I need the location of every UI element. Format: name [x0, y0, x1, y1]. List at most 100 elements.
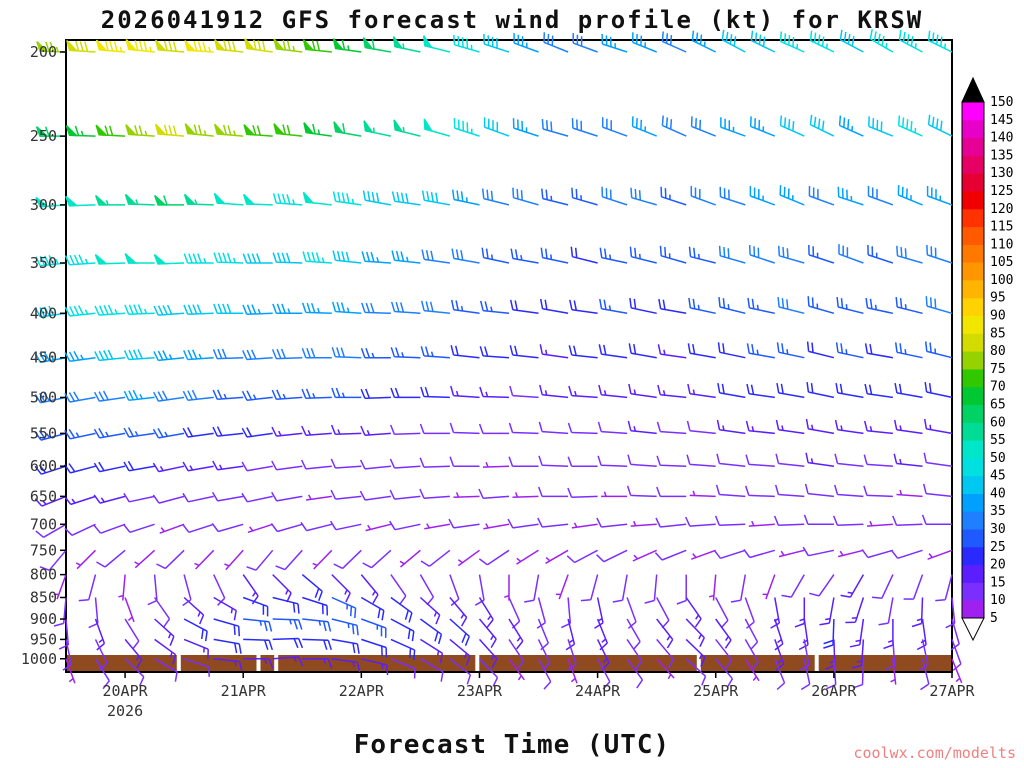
- barb-staff: [159, 523, 185, 534]
- wind-barb: [863, 420, 893, 435]
- wind-barb: [124, 193, 155, 206]
- wind-barb: [478, 618, 497, 648]
- barb-pennant: [66, 40, 79, 52]
- barb-staff: [241, 427, 273, 438]
- barb-staff: [598, 344, 628, 359]
- barb-staff: [568, 385, 598, 399]
- barb-staff: [777, 245, 805, 264]
- barb-staff: [911, 597, 924, 628]
- barb-staff: [691, 30, 717, 53]
- y-tick-label: 400: [30, 304, 57, 322]
- barb-staff: [390, 387, 421, 399]
- barb-staff: [524, 574, 540, 603]
- barb-staff: [878, 597, 894, 626]
- wind-barb: [75, 549, 97, 570]
- barb-staff: [448, 518, 480, 529]
- barb-staff: [449, 574, 460, 607]
- wind-barb: [919, 639, 929, 671]
- wind-barb: [213, 252, 244, 264]
- wind-barb: [924, 341, 953, 359]
- barb-staff: [99, 125, 126, 137]
- colorbar-tick-label: 20: [990, 558, 1006, 573]
- colorbar-tick-label: 90: [990, 309, 1006, 324]
- wind-barb: [482, 462, 510, 468]
- barb-staff: [834, 453, 864, 467]
- barb-staff: [360, 574, 379, 604]
- barb-staff: [390, 596, 413, 623]
- wind-barb: [183, 193, 214, 206]
- wind-barb: [95, 124, 126, 137]
- barb-staff: [893, 453, 923, 467]
- wind-barb: [273, 123, 303, 137]
- barb-staff: [53, 574, 67, 600]
- barb-staff: [153, 304, 185, 316]
- wind-barb: [685, 638, 706, 667]
- wind-barb: [626, 597, 637, 629]
- wind-barb: [537, 658, 552, 690]
- wind-barb: [64, 305, 96, 317]
- barb-staff: [395, 126, 421, 137]
- barb-staff: [686, 420, 716, 435]
- barb-staff: [566, 549, 598, 564]
- wind-barb: [242, 193, 273, 206]
- barb-staff: [365, 523, 392, 532]
- barb-staff: [213, 618, 241, 637]
- barb-staff: [69, 125, 96, 137]
- wind-barb: [894, 342, 923, 359]
- colorbar-cell: [962, 119, 984, 139]
- barb-staff: [128, 125, 155, 137]
- wind-barb: [658, 298, 687, 315]
- barb-staff: [926, 244, 953, 264]
- wind-barb: [838, 115, 864, 137]
- barb-staff: [567, 639, 577, 671]
- barb-staff: [717, 342, 746, 359]
- barb-staff: [656, 597, 670, 629]
- barb-staff: [276, 124, 303, 137]
- wind-barb: [871, 574, 894, 599]
- wind-barb: [628, 343, 657, 359]
- wind-barb: [512, 492, 539, 499]
- barb-staff: [744, 618, 759, 650]
- wind-barb: [686, 454, 716, 467]
- wind-barb: [64, 254, 96, 266]
- barb-staff: [124, 638, 143, 669]
- barb-staff: [773, 515, 805, 526]
- barb-staff: [627, 454, 657, 467]
- barb-staff: [629, 246, 657, 264]
- barb-staff: [152, 462, 185, 473]
- barb-staff: [627, 420, 657, 435]
- wind-barb: [598, 384, 628, 399]
- wind-barb: [359, 459, 391, 470]
- wind-barb: [65, 125, 96, 137]
- wind-barb: [805, 452, 835, 467]
- barb-staff: [34, 430, 67, 441]
- barb-staff: [124, 658, 145, 687]
- wind-barb: [779, 185, 805, 206]
- wind-barb: [507, 518, 539, 529]
- wind-barb: [331, 618, 359, 636]
- barb-staff: [359, 490, 392, 501]
- wind-barb: [891, 549, 923, 560]
- barb-staff: [118, 574, 126, 601]
- barb-staff: [34, 351, 67, 363]
- barb-staff: [596, 658, 611, 690]
- wind-barb: [863, 454, 893, 467]
- barb-staff: [770, 597, 781, 629]
- barb-staff: [656, 421, 687, 435]
- wind-barb: [689, 490, 716, 498]
- barb-staff: [892, 515, 923, 526]
- wind-barb: [302, 191, 332, 206]
- wind-barb: [123, 460, 155, 472]
- barb-staff: [242, 596, 269, 617]
- barb-staff: [35, 254, 67, 267]
- barb-staff: [330, 424, 362, 436]
- wind-barb: [718, 297, 746, 315]
- wind-barb: [779, 115, 805, 137]
- barb-staff: [628, 343, 657, 359]
- wind-barb: [152, 494, 185, 504]
- wind-barb: [927, 30, 953, 53]
- barb-staff: [925, 296, 953, 315]
- barb-staff: [868, 116, 894, 137]
- barb-staff: [688, 246, 716, 264]
- wind-barb: [421, 190, 451, 206]
